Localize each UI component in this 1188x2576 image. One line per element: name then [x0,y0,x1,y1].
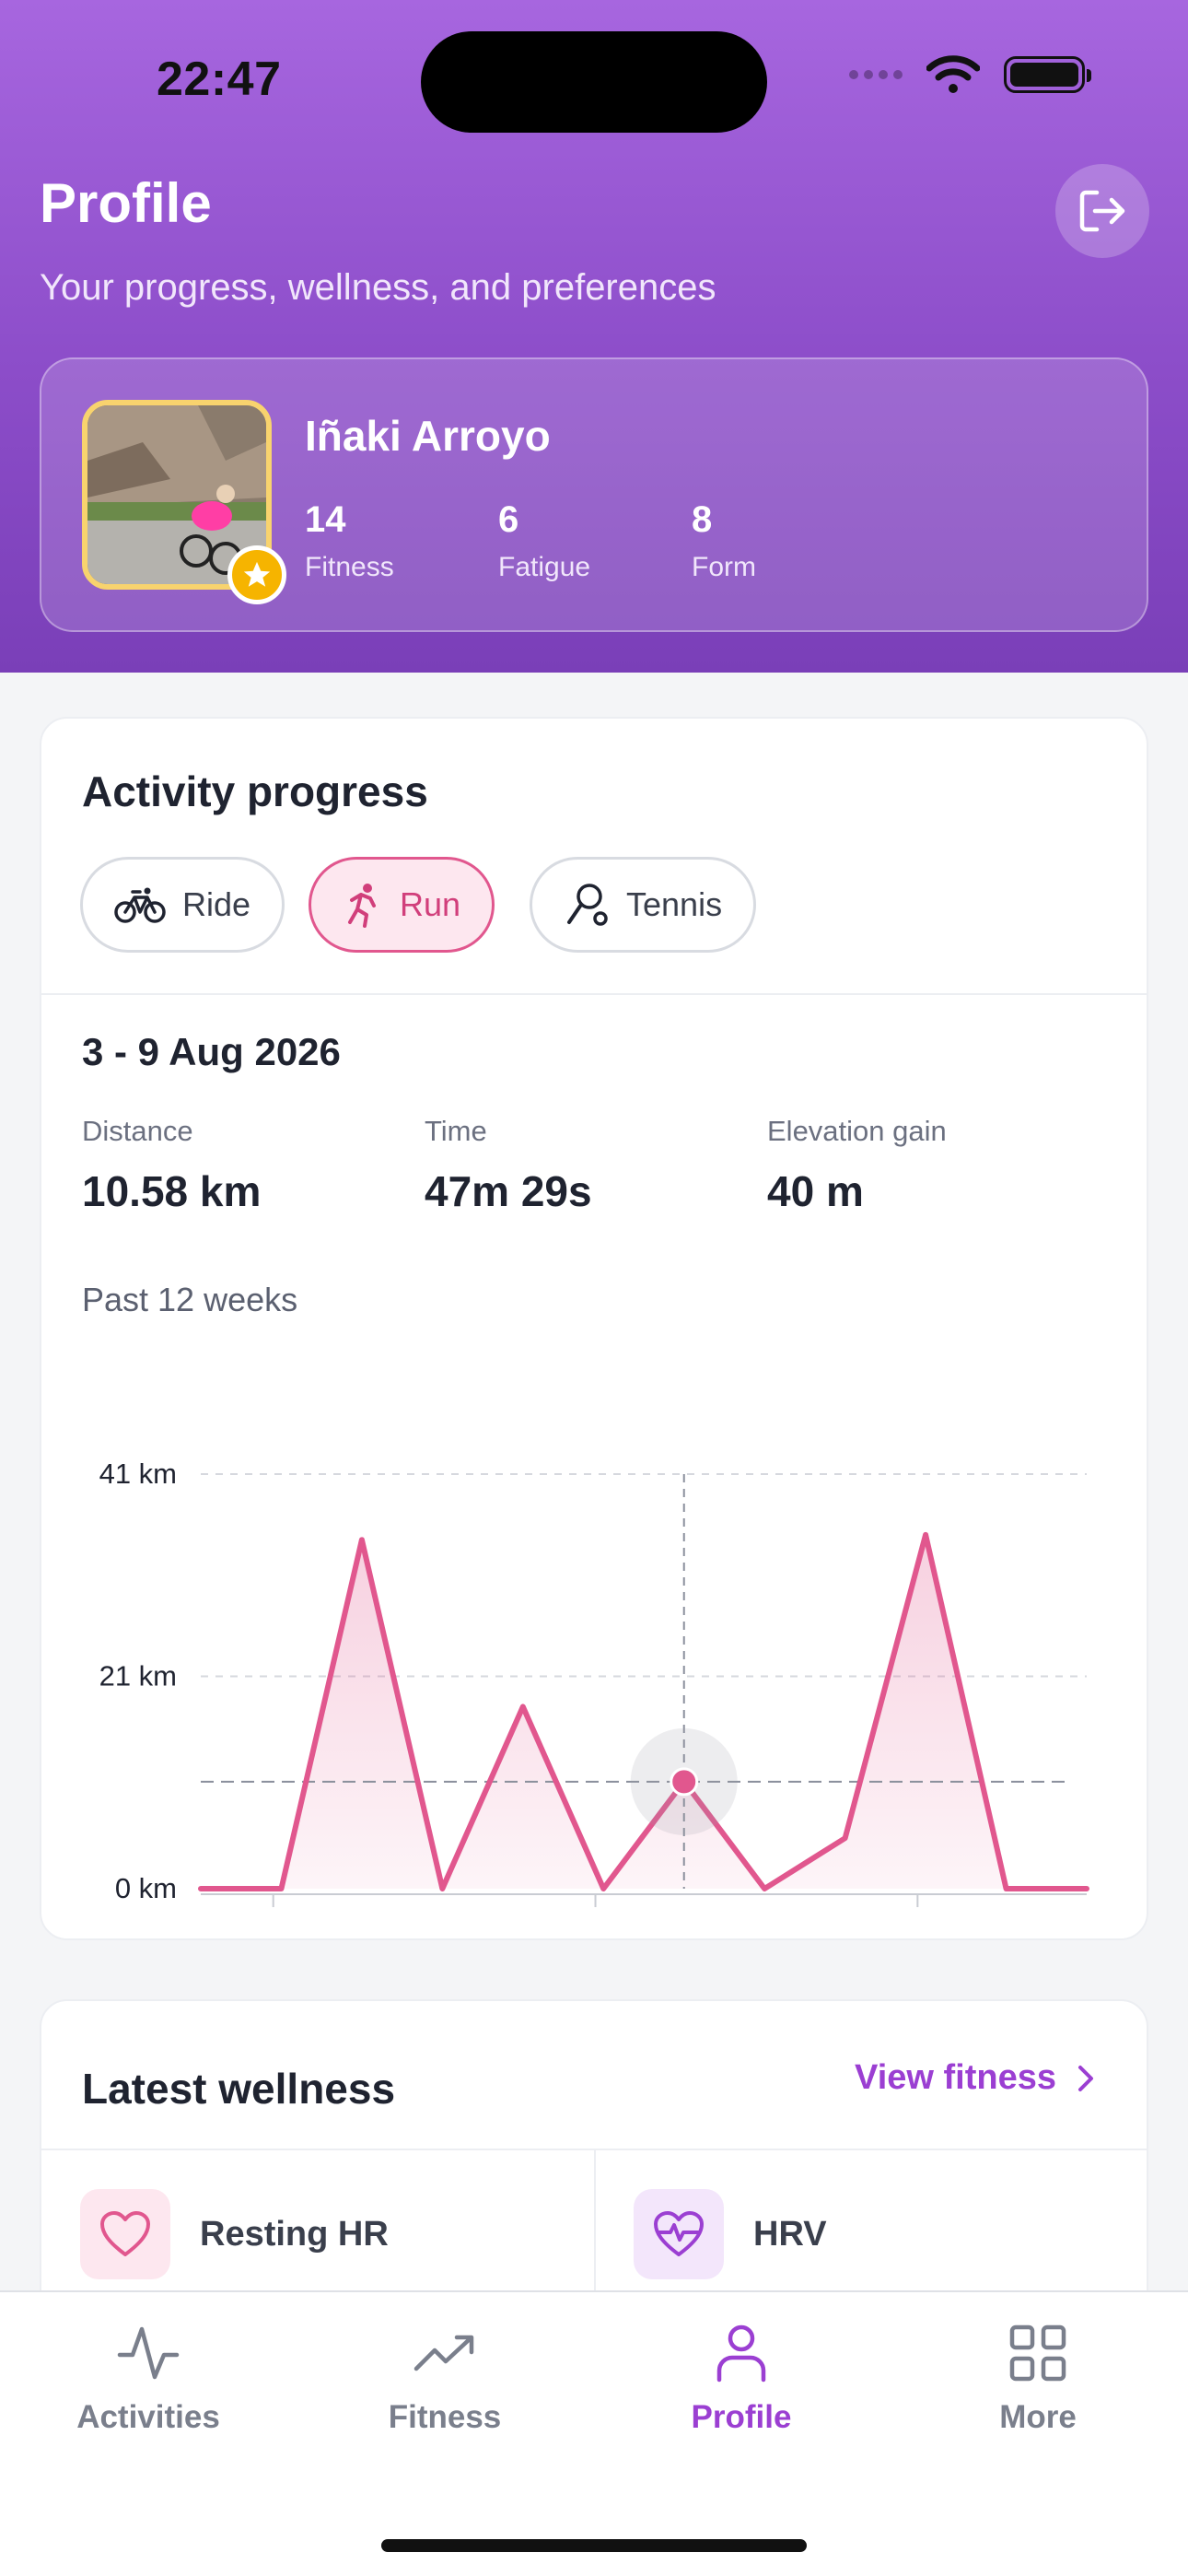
tab-bar: Activities Fitness Profile More [0,2290,1188,2576]
series-line [198,1531,1089,1891]
metric-value: 47m 29s [425,1167,592,1215]
stat-fatigue: 6 Fatigue [498,499,590,583]
stat-value: 14 [305,499,346,540]
stat-label: Fatigue [498,552,591,582]
x-tick-label: AUG [592,1913,654,1916]
wellness-hrv[interactable]: HRV [634,2147,827,2331]
logout-icon [1079,190,1125,232]
stat-form: 8 Form [692,499,756,583]
dynamic-island [421,31,767,133]
y-tick-label: 0 km [115,1872,177,1904]
chip-label: Run [400,885,461,923]
profile-header: 22:47 Profile Your progress, wellness, a… [0,0,1188,673]
wellness-label: Resting HR [200,2215,389,2254]
star-badge-icon [227,545,286,604]
profile-card[interactable]: Iñaki Arroyo 14 Fitness 6 Fatigue 8 Form [40,357,1148,632]
metric-elevation: Elevation gain 40 m [767,1115,947,1216]
selected-data-point [670,1767,699,1797]
stat-value: 6 [498,499,519,540]
chip-label: Tennis [626,885,723,923]
metric-time: Time 47m 29s [425,1115,592,1216]
stat-fitness: 14 Fitness [305,499,394,583]
metric-label: Time [425,1115,487,1147]
tab-fitness[interactable]: Fitness [297,2316,593,2436]
bike-icon [114,887,166,923]
chart-caption: Past 12 weeks [82,1281,298,1318]
wellness-title: Latest wellness [82,2065,396,2113]
x-tick-label: JUL [275,1913,326,1916]
heart-icon [80,2189,170,2279]
home-indicator [381,2539,807,2552]
tab-more[interactable]: More [890,2316,1186,2436]
tab-label: Fitness [388,2399,502,2435]
stat-value: 8 [692,499,713,540]
avatar-photo [87,405,266,584]
week-range: 3 - 9 Aug 2026 [82,1030,341,1073]
battery-icon [1004,56,1091,93]
run-icon [348,884,376,928]
metric-label: Elevation gain [767,1115,947,1147]
x-tick-label: SEP [916,1913,973,1916]
series-area [201,1534,1087,1889]
metric-value: 10.58 km [82,1167,262,1215]
y-tick-label: 41 km [99,1458,177,1490]
heart-pulse-icon [634,2189,724,2279]
grid-icon [1009,2324,1066,2382]
chip-run[interactable]: Run [309,857,495,953]
chip-tennis[interactable]: Tennis [530,857,757,953]
wifi-icon [926,55,980,93]
wellness-resting-hr[interactable]: Resting HR [80,2147,389,2331]
status-icons [849,55,1091,94]
view-fitness-link[interactable]: View fitness [855,2058,1095,2098]
chip-ride[interactable]: Ride [80,857,285,953]
logout-button[interactable] [1055,164,1149,258]
tab-profile[interactable]: Profile [593,2316,890,2436]
stat-label: Form [692,552,756,582]
wellness-label: HRV [753,2215,827,2254]
y-tick-label: 21 km [99,1660,177,1692]
weekly-distance-chart[interactable]: 41 km 21 km 0 km JUL AUG SEP [41,1364,1147,1916]
tab-activities[interactable]: Activities [0,2316,297,2436]
status-time: 22:47 [157,53,282,106]
tab-label: More [999,2399,1077,2435]
metric-distance: Distance 10.58 km [82,1115,261,1216]
divider [41,993,1147,995]
tab-label: Activities [76,2399,220,2435]
page-title: Profile [40,172,212,234]
cellular-signal-icon [849,70,903,79]
activity-progress-card: Activity progress Ride Run Tennis 3 - 9 … [40,717,1148,1940]
person-icon [716,2324,766,2383]
profile-name: Iñaki Arroyo [305,412,551,460]
tennis-icon [567,884,608,926]
stat-label: Fitness [305,552,394,582]
page-subtitle: Your progress, wellness, and preferences [40,267,716,308]
avatar[interactable] [82,400,272,590]
metric-value: 40 m [767,1167,864,1215]
trend-icon [413,2335,474,2371]
view-fitness-label: View fitness [855,2058,1056,2097]
tab-label: Profile [691,2399,792,2435]
metric-label: Distance [82,1115,193,1147]
chip-label: Ride [182,885,251,923]
chevron-right-icon [1078,2065,1093,2091]
activity-icon [117,2326,180,2380]
activity-title: Activity progress [82,767,428,815]
